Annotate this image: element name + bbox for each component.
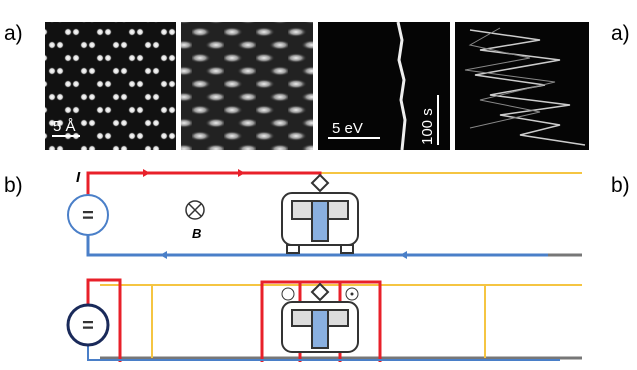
- scale-label: 5 Å: [53, 118, 76, 135]
- field-label: B: [192, 226, 201, 241]
- current-path: [88, 173, 320, 195]
- field-symbol: [282, 288, 294, 300]
- panel-label: b): [4, 174, 23, 197]
- telegraph-image: [455, 22, 589, 150]
- field-symbol: [351, 293, 354, 296]
- panel-label: a): [4, 22, 23, 45]
- scale-label: 100 s: [419, 108, 436, 145]
- page: a) a) 5 Å 5 eV 100 s b) b) = I B =: [0, 0, 637, 370]
- field-symbol: [189, 204, 201, 216]
- stm-image: [181, 22, 313, 150]
- current-label: I: [76, 169, 81, 186]
- side-label: b): [611, 174, 630, 197]
- figure: a) a) 5 Å 5 eV 100 s b) b) = I B =: [0, 0, 637, 370]
- tram: [282, 284, 358, 352]
- source-symbol: =: [82, 315, 94, 337]
- tram: [282, 175, 358, 253]
- side-label: a): [611, 22, 630, 45]
- source-symbol: =: [82, 205, 94, 227]
- scale-label: 5 eV: [332, 120, 363, 137]
